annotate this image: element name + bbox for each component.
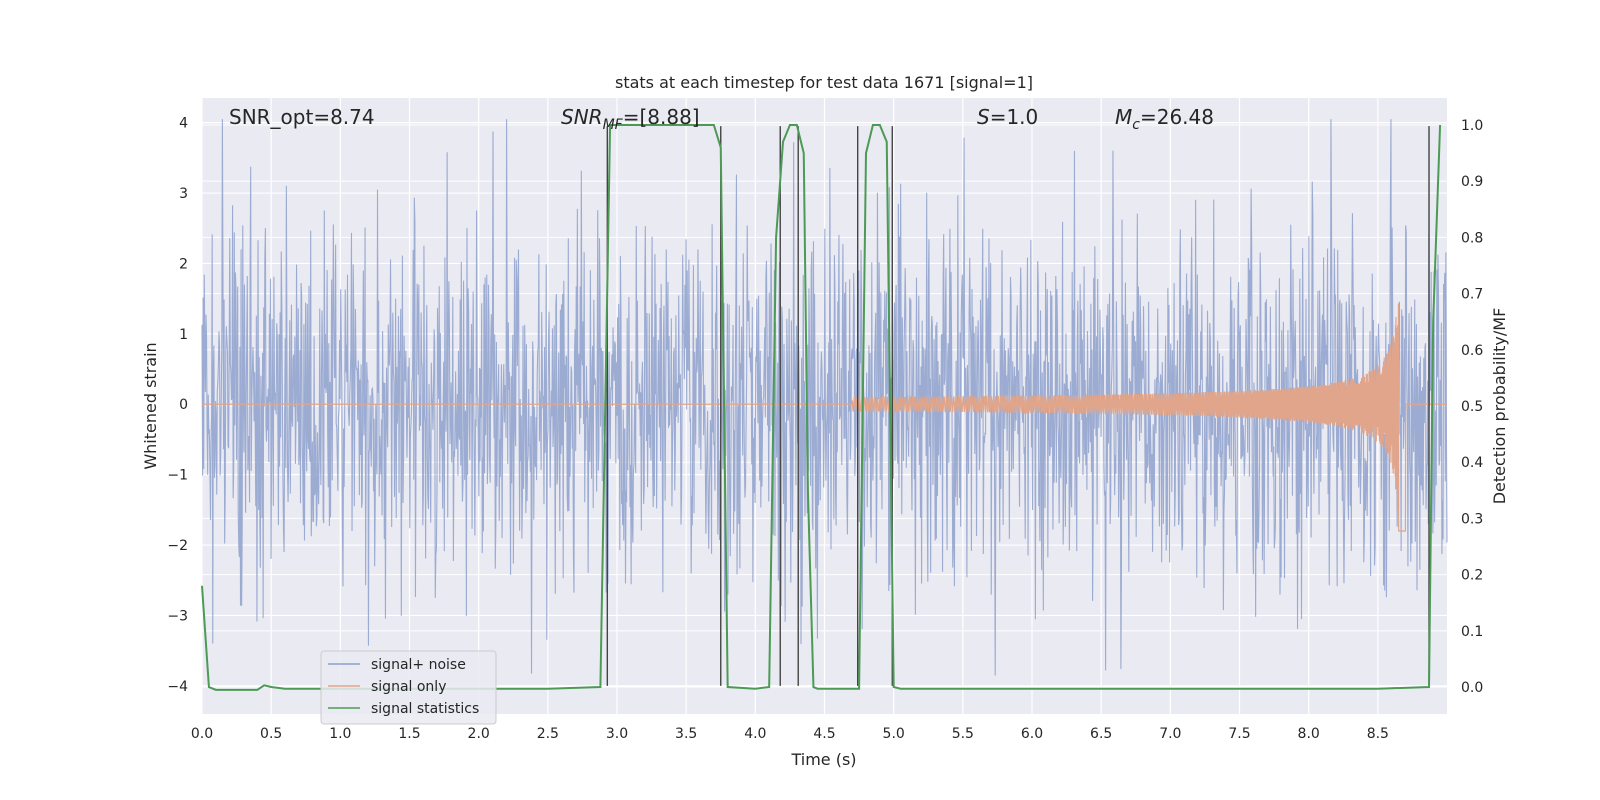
- y2-axis-label: Detection probability/MF: [1490, 308, 1509, 505]
- signal-noise-series: [201, 119, 1448, 676]
- legend-label-stats: signal statistics: [371, 701, 479, 717]
- x-tick-label: 4.5: [813, 726, 835, 742]
- y-tick-label: 0: [179, 397, 188, 413]
- x-tick-label: 5.5: [952, 726, 974, 742]
- x-tick-label: 6.5: [1090, 726, 1112, 742]
- x-tick-label: 2.0: [468, 726, 490, 742]
- annotation-s: S=1.0: [977, 105, 1038, 129]
- snr-mf-sub: MF: [603, 117, 624, 133]
- y-axis-label: Whitened strain: [141, 342, 160, 469]
- y2-tick-label: 0.7: [1461, 287, 1483, 303]
- annotation-snr-mf: SNRMF=[8.88]: [561, 105, 700, 133]
- s-rest: =1.0: [990, 105, 1039, 129]
- y-tick-label: 3: [179, 186, 188, 202]
- x-tick-label: 6.0: [1021, 726, 1043, 742]
- x-tick-label: 2.5: [537, 726, 559, 742]
- vertical-markers: [606, 126, 1430, 686]
- x-tick-label: 3.0: [606, 726, 628, 742]
- y2-tick-label: 0.9: [1461, 174, 1483, 190]
- chart-title: stats at each timestep for test data 167…: [615, 73, 1033, 92]
- y-tick-label: −1: [167, 468, 188, 484]
- annotation-mc: Mc=26.48: [1115, 105, 1214, 133]
- legend-label-signal: signal only: [371, 679, 446, 695]
- y-tick-label: −4: [167, 679, 188, 695]
- legend-label-noise: signal+ noise: [371, 657, 466, 673]
- x-tick-label: 0.5: [260, 726, 282, 742]
- y2-tick-label: 0.0: [1461, 680, 1483, 696]
- y2-tick-label: 0.4: [1461, 455, 1483, 471]
- x-tick-label: 1.5: [398, 726, 420, 742]
- x-tick-label: 8.0: [1298, 726, 1320, 742]
- snr-mf-main: SNR: [561, 105, 603, 129]
- x-tick-label: 4.0: [744, 726, 766, 742]
- y2-tick-label: 0.1: [1461, 624, 1483, 640]
- y2-tick-label: 0.8: [1461, 230, 1483, 246]
- x-axis-label: Time (s): [790, 750, 856, 769]
- legend: signal+ noise signal only signal statist…: [320, 650, 497, 725]
- mc-main: M: [1115, 105, 1132, 129]
- s-var: S: [977, 105, 990, 129]
- y2-tick-label: 0.5: [1461, 399, 1483, 415]
- y2-tick-label: 0.2: [1461, 568, 1483, 584]
- y2-tick-label: 0.3: [1461, 511, 1483, 527]
- x-tick-label: 7.0: [1159, 726, 1181, 742]
- x-tick-label: 3.5: [675, 726, 697, 742]
- x-tick-label: 7.5: [1228, 726, 1250, 742]
- signal-only-line: [202, 303, 1447, 532]
- ticks: 0.0 0.5 1.0 1.5 2.0 2.5 3.0 3.5 4.0 4.5 5.0 5.5 6.0 6…: [167, 116, 1483, 742]
- y2-tick-label: 1.0: [1461, 118, 1483, 134]
- signal-statistics-line: [201, 123, 1442, 691]
- mc-rest: =26.48: [1140, 105, 1214, 129]
- signal-noise-line: [201, 119, 1448, 676]
- snr-mf-rest: =[8.88]: [623, 105, 700, 129]
- y-tick-label: 2: [179, 256, 188, 272]
- annotation-snr-opt: SNR_opt=8.74: [229, 105, 375, 129]
- x-tick-label: 1.0: [329, 726, 351, 742]
- y-tick-label: −3: [167, 608, 188, 624]
- y2-tick-label: 0.6: [1461, 343, 1483, 359]
- x-tick-label: 8.5: [1367, 726, 1389, 742]
- signal-statistics-series: [201, 123, 1442, 691]
- y-tick-label: −2: [167, 538, 188, 554]
- signal-only-series: [202, 303, 1447, 532]
- mc-sub: c: [1132, 117, 1140, 133]
- x-tick-label: 0.0: [191, 726, 213, 742]
- y-tick-label: 4: [179, 116, 188, 132]
- y-tick-label: 1: [179, 327, 188, 343]
- legend-box: [320, 650, 497, 725]
- x-tick-label: 5.0: [883, 726, 905, 742]
